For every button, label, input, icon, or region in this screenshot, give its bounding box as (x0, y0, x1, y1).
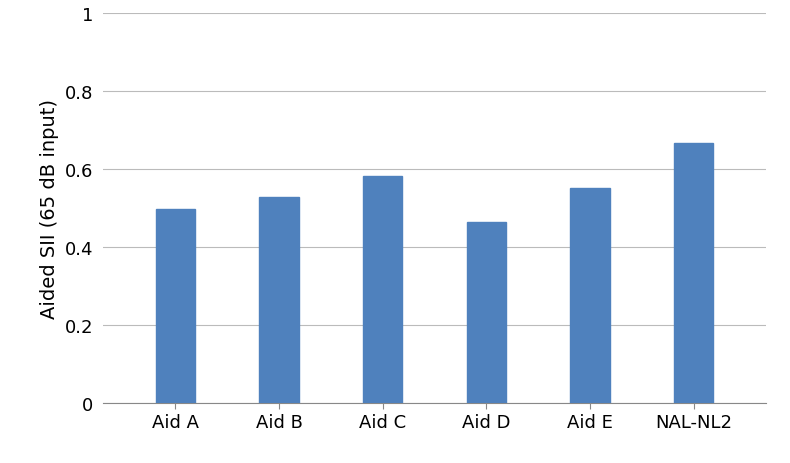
Bar (674, 144, 713, 403)
Bar (259, 197, 299, 403)
Bar (570, 188, 610, 403)
Y-axis label: Aided SII (65 dB input): Aided SII (65 dB input) (40, 99, 59, 318)
Bar (467, 222, 506, 403)
Bar (156, 209, 195, 403)
Bar (363, 176, 402, 403)
